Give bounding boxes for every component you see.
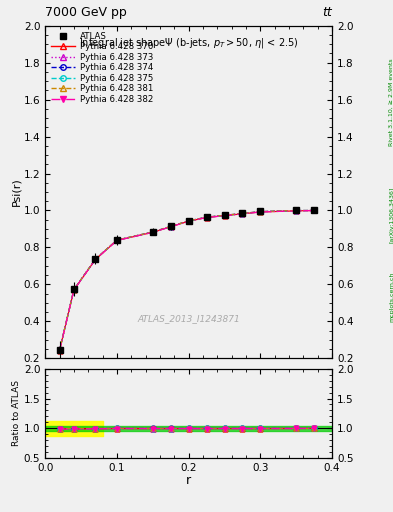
Pythia 6.428 374: [240, 210, 245, 217]
Pythia 6.428 375: [57, 347, 62, 353]
Pythia 6.428 370: [204, 215, 209, 221]
Pythia 6.428 373: [57, 347, 62, 353]
Pythia 6.428 373: [115, 237, 119, 243]
Pythia 6.428 382: [186, 218, 191, 224]
Pythia 6.428 374: [312, 207, 316, 214]
Pythia 6.428 375: [72, 287, 76, 293]
Pythia 6.428 375: [204, 214, 209, 220]
Pythia 6.428 382: [151, 229, 155, 236]
Pythia 6.428 382: [240, 211, 245, 217]
Pythia 6.428 375: [168, 224, 173, 230]
Text: mcplots.cern.ch: mcplots.cern.ch: [389, 272, 393, 322]
Pythia 6.428 370: [222, 212, 227, 219]
Pythia 6.428 381: [294, 207, 299, 214]
Pythia 6.428 382: [115, 238, 119, 244]
Line: Pythia 6.428 373: Pythia 6.428 373: [57, 208, 317, 353]
Pythia 6.428 370: [312, 207, 316, 214]
Pythia 6.428 374: [258, 208, 263, 215]
Pythia 6.428 373: [204, 214, 209, 220]
Pythia 6.428 381: [186, 218, 191, 224]
Pythia 6.428 374: [222, 212, 227, 218]
Pythia 6.428 373: [93, 256, 98, 262]
Pythia 6.428 381: [222, 212, 227, 218]
Pythia 6.428 373: [258, 209, 263, 215]
Pythia 6.428 375: [115, 237, 119, 243]
Pythia 6.428 373: [151, 229, 155, 235]
Pythia 6.428 373: [294, 207, 299, 214]
Pythia 6.428 382: [57, 348, 62, 354]
Pythia 6.428 375: [186, 218, 191, 224]
Pythia 6.428 374: [204, 214, 209, 220]
Pythia 6.428 375: [312, 207, 316, 214]
Pythia 6.428 374: [115, 237, 119, 243]
Pythia 6.428 382: [258, 209, 263, 215]
Pythia 6.428 370: [93, 257, 98, 263]
Pythia 6.428 375: [240, 210, 245, 217]
Pythia 6.428 382: [294, 208, 299, 214]
Text: Rivet 3.1.10, ≥ 2.9M events: Rivet 3.1.10, ≥ 2.9M events: [389, 58, 393, 146]
Pythia 6.428 370: [168, 224, 173, 230]
Pythia 6.428 381: [168, 223, 173, 229]
Pythia 6.428 374: [151, 229, 155, 235]
Pythia 6.428 382: [93, 257, 98, 263]
Pythia 6.428 370: [240, 211, 245, 217]
Pythia 6.428 370: [72, 287, 76, 293]
Pythia 6.428 381: [57, 347, 62, 353]
Pythia 6.428 375: [258, 209, 263, 215]
Pythia 6.428 370: [115, 238, 119, 244]
Pythia 6.428 382: [204, 215, 209, 221]
Pythia 6.428 381: [204, 214, 209, 220]
Pythia 6.428 370: [151, 229, 155, 236]
Text: ATLAS_2013_I1243871: ATLAS_2013_I1243871: [137, 314, 240, 323]
Line: Pythia 6.428 381: Pythia 6.428 381: [57, 208, 317, 353]
Pythia 6.428 373: [168, 224, 173, 230]
Line: Pythia 6.428 375: Pythia 6.428 375: [57, 208, 317, 353]
Pythia 6.428 370: [57, 348, 62, 354]
Pythia 6.428 375: [222, 212, 227, 219]
Pythia 6.428 381: [258, 208, 263, 215]
Line: Pythia 6.428 374: Pythia 6.428 374: [57, 208, 317, 353]
Pythia 6.428 381: [240, 210, 245, 217]
Text: Integral jet shape$\Psi$ (b-jets, $p_T$$>$50, $\eta|$ < 2.5): Integral jet shape$\Psi$ (b-jets, $p_T$$…: [79, 36, 298, 50]
Pythia 6.428 382: [72, 287, 76, 293]
Pythia 6.428 382: [222, 212, 227, 219]
Pythia 6.428 370: [294, 208, 299, 214]
Pythia 6.428 370: [258, 209, 263, 215]
Pythia 6.428 381: [151, 229, 155, 235]
Pythia 6.428 374: [72, 287, 76, 293]
Pythia 6.428 381: [115, 237, 119, 243]
Pythia 6.428 381: [72, 287, 76, 293]
Pythia 6.428 374: [57, 347, 62, 353]
Pythia 6.428 374: [294, 207, 299, 214]
Line: Pythia 6.428 382: Pythia 6.428 382: [57, 208, 317, 353]
Text: tt: tt: [322, 6, 332, 19]
Pythia 6.428 373: [72, 287, 76, 293]
Legend: ATLAS, Pythia 6.428 370, Pythia 6.428 373, Pythia 6.428 374, Pythia 6.428 375, P: ATLAS, Pythia 6.428 370, Pythia 6.428 37…: [50, 30, 155, 105]
Pythia 6.428 381: [312, 207, 316, 214]
Pythia 6.428 373: [312, 207, 316, 214]
Y-axis label: Ratio to ATLAS: Ratio to ATLAS: [12, 380, 21, 446]
Y-axis label: Psi(r): Psi(r): [11, 178, 21, 206]
Text: [arXiv:1306.3436]: [arXiv:1306.3436]: [389, 187, 393, 243]
Pythia 6.428 373: [222, 212, 227, 219]
Pythia 6.428 381: [93, 256, 98, 262]
Pythia 6.428 373: [186, 218, 191, 224]
Text: 7000 GeV pp: 7000 GeV pp: [45, 6, 127, 19]
Pythia 6.428 374: [93, 256, 98, 262]
Pythia 6.428 375: [151, 229, 155, 235]
Pythia 6.428 375: [93, 256, 98, 262]
Pythia 6.428 382: [312, 207, 316, 214]
Pythia 6.428 375: [294, 207, 299, 214]
Line: Pythia 6.428 370: Pythia 6.428 370: [57, 208, 317, 353]
X-axis label: r: r: [186, 475, 191, 487]
Pythia 6.428 373: [240, 210, 245, 217]
Pythia 6.428 370: [186, 218, 191, 224]
Pythia 6.428 374: [186, 218, 191, 224]
Pythia 6.428 382: [168, 224, 173, 230]
Pythia 6.428 374: [168, 223, 173, 229]
